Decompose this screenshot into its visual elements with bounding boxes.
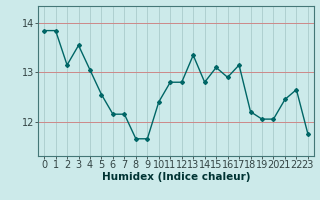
- X-axis label: Humidex (Indice chaleur): Humidex (Indice chaleur): [102, 172, 250, 182]
